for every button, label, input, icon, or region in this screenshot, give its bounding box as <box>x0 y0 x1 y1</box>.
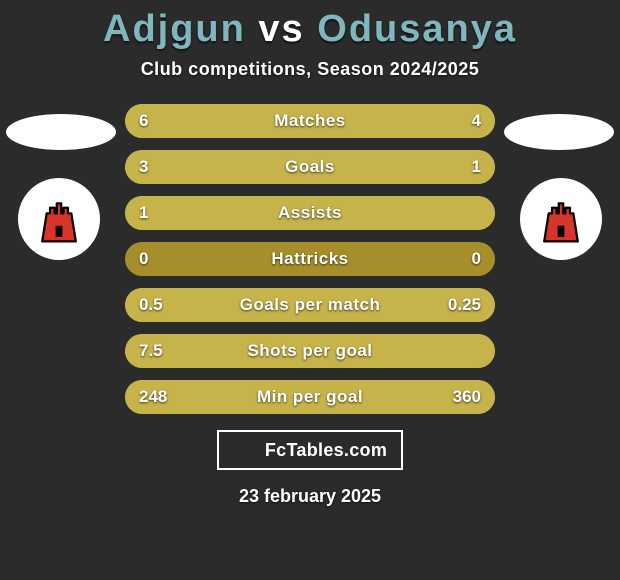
stat-row: 7.5 Shots per goal <box>125 334 495 368</box>
stat-fill-right <box>403 150 496 184</box>
stat-bars-container: 6 Matches 4 3 Goals 1 1 Assists 0 Hattricks 0 0.5 Go… <box>125 104 495 414</box>
stat-label: Min per goal <box>257 387 363 407</box>
stat-value-left: 0 <box>139 249 148 269</box>
subtitle: Club competitions, Season 2024/2025 <box>0 59 620 80</box>
brand-text: FcTables.com <box>265 440 387 461</box>
stat-row: 1 Assists <box>125 196 495 230</box>
stat-row: 248 Min per goal 360 <box>125 380 495 414</box>
comparison-title: Adjgun vs Odusanya <box>0 0 620 51</box>
right-platform-ellipse <box>504 114 614 150</box>
right-club-badge <box>520 178 602 260</box>
title-vs: vs <box>258 8 304 50</box>
stat-value-right: 1 <box>472 157 481 177</box>
stat-value-left: 7.5 <box>139 341 163 361</box>
left-club-badge <box>18 178 100 260</box>
fort-icon <box>533 191 589 247</box>
player2-name: Odusanya <box>317 8 517 50</box>
fort-icon <box>31 191 87 247</box>
stat-label: Goals <box>285 157 335 177</box>
stat-label: Hattricks <box>271 249 348 269</box>
stat-value-left: 1 <box>139 203 148 223</box>
stat-value-right: 360 <box>453 387 481 407</box>
stat-value-right: 4 <box>472 111 481 131</box>
stat-label: Assists <box>278 203 342 223</box>
stat-value-left: 248 <box>139 387 167 407</box>
stats-arena: 6 Matches 4 3 Goals 1 1 Assists 0 Hattricks 0 0.5 Go… <box>0 104 620 414</box>
stat-fill-left <box>125 150 403 184</box>
stat-label: Matches <box>274 111 346 131</box>
brand-badge[interactable]: FcTables.com <box>217 430 403 470</box>
stat-value-right: 0 <box>472 249 481 269</box>
chart-icon <box>233 439 259 461</box>
stat-value-left: 3 <box>139 157 148 177</box>
stat-label: Shots per goal <box>247 341 372 361</box>
stat-value-left: 6 <box>139 111 148 131</box>
stat-value-left: 0.5 <box>139 295 163 315</box>
player1-name: Adjgun <box>103 8 246 50</box>
stat-row: 0.5 Goals per match 0.25 <box>125 288 495 322</box>
stat-row: 6 Matches 4 <box>125 104 495 138</box>
stat-row: 0 Hattricks 0 <box>125 242 495 276</box>
stat-label: Goals per match <box>240 295 381 315</box>
footer-date: 23 february 2025 <box>0 486 620 507</box>
stat-row: 3 Goals 1 <box>125 150 495 184</box>
left-platform-ellipse <box>6 114 116 150</box>
stat-value-right: 0.25 <box>448 295 481 315</box>
